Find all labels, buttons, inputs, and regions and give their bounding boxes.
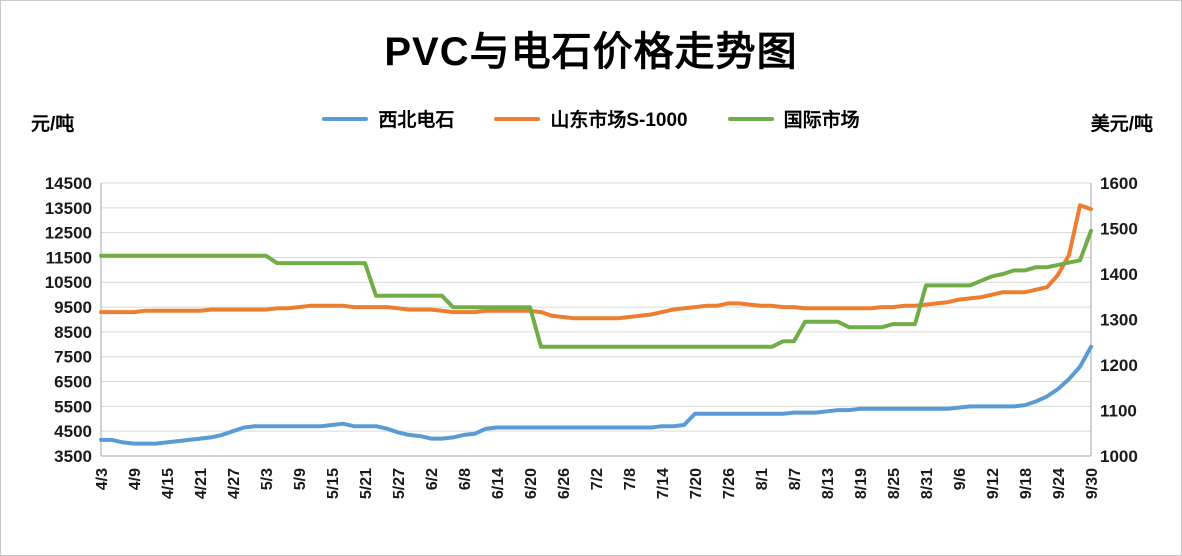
svg-text:4/9: 4/9 — [127, 468, 144, 490]
svg-text:1300: 1300 — [1100, 310, 1138, 329]
svg-text:4/3: 4/3 — [94, 468, 111, 490]
svg-text:5/15: 5/15 — [325, 468, 342, 499]
left-axis-unit-label: 元/吨 — [31, 114, 75, 135]
svg-text:6/8: 6/8 — [457, 468, 474, 490]
legend-label: 西北电石 — [378, 110, 455, 131]
legend-swatch-orange-line-icon — [494, 116, 541, 121]
svg-text:9500: 9500 — [54, 298, 92, 317]
svg-text:5/9: 5/9 — [292, 468, 309, 490]
series-line-1 — [99, 203, 1093, 321]
legend-swatch-blue-line-icon — [322, 116, 369, 121]
svg-text:9/6: 9/6 — [952, 468, 969, 490]
svg-text:7/20: 7/20 — [688, 468, 705, 499]
svg-text:10500: 10500 — [45, 273, 92, 292]
y-axis-right-labels: 1000 1100 1200 1300 1400 1500 1600 — [1100, 174, 1138, 466]
svg-text:1100: 1100 — [1100, 401, 1137, 420]
legend: 西北电石 山东市场S-1000 国际市场 — [1, 105, 1181, 132]
chart-title: PVC与电石价格走势图 — [384, 30, 798, 74]
svg-text:9/24: 9/24 — [1051, 468, 1068, 499]
svg-text:4500: 4500 — [54, 422, 92, 441]
svg-text:4/21: 4/21 — [193, 468, 210, 499]
svg-text:6500: 6500 — [54, 372, 92, 391]
axis-lines — [100, 183, 1092, 457]
svg-text:7/2: 7/2 — [589, 468, 606, 490]
legend-label: 国际市场 — [783, 110, 860, 131]
svg-text:4/27: 4/27 — [226, 468, 243, 499]
svg-text:6/26: 6/26 — [556, 468, 573, 499]
series-line-2 — [99, 228, 1093, 349]
legend-item-xibei[interactable]: 西北电石 — [322, 105, 454, 132]
svg-text:8/31: 8/31 — [919, 468, 936, 499]
svg-text:6/2: 6/2 — [424, 468, 441, 490]
svg-text:5/3: 5/3 — [259, 468, 276, 490]
svg-text:7/14: 7/14 — [655, 468, 672, 499]
svg-text:6/14: 6/14 — [490, 468, 507, 499]
price-trend-line-chart: 3500 4500 5500 6500 7500 8500 9500 10500 11500 12… — [45, 174, 1138, 499]
svg-text:7/26: 7/26 — [721, 468, 738, 499]
svg-text:1500: 1500 — [1100, 219, 1138, 238]
svg-text:1000: 1000 — [1100, 447, 1138, 466]
y-axis-left-labels: 3500 4500 5500 6500 7500 8500 9500 10500 11500 12… — [45, 174, 92, 466]
svg-text:12500: 12500 — [45, 224, 92, 243]
svg-text:7500: 7500 — [54, 348, 92, 367]
svg-text:9/30: 9/30 — [1084, 468, 1101, 499]
legend-label: 山东市场S-1000 — [550, 110, 688, 131]
svg-text:8/1: 8/1 — [754, 468, 771, 490]
legend-item-shandong[interactable]: 山东市场S-1000 — [494, 105, 688, 132]
svg-text:8/13: 8/13 — [820, 468, 837, 499]
svg-text:9/18: 9/18 — [1018, 468, 1035, 499]
svg-text:4/15: 4/15 — [160, 468, 177, 499]
right-axis-unit-label: 美元/吨 — [1090, 114, 1153, 135]
series-line-0 — [99, 344, 1093, 446]
svg-text:6/20: 6/20 — [523, 468, 540, 499]
svg-text:7/8: 7/8 — [622, 468, 639, 490]
svg-text:5500: 5500 — [54, 397, 92, 416]
svg-text:14500: 14500 — [45, 174, 92, 193]
svg-text:1600: 1600 — [1100, 174, 1138, 193]
svg-text:1400: 1400 — [1100, 265, 1138, 284]
svg-text:5/21: 5/21 — [358, 468, 375, 499]
svg-text:3500: 3500 — [54, 447, 92, 466]
svg-text:13500: 13500 — [45, 199, 92, 218]
legend-item-international[interactable]: 国际市场 — [727, 105, 860, 132]
svg-text:8/7: 8/7 — [787, 468, 804, 490]
svg-text:8/19: 8/19 — [853, 468, 870, 499]
svg-text:5/27: 5/27 — [391, 468, 408, 499]
svg-text:8500: 8500 — [54, 323, 92, 342]
legend-swatch-green-line-icon — [727, 116, 774, 121]
svg-text:8/25: 8/25 — [886, 468, 903, 499]
svg-text:9/12: 9/12 — [985, 468, 1002, 499]
x-axis-labels: 4/3 4/9 4/15 4/21 4/27 5/3 5/9 5/15 5/21 5/27 6/2 6… — [94, 468, 1101, 499]
svg-text:11500: 11500 — [46, 248, 92, 267]
svg-text:1200: 1200 — [1100, 356, 1138, 375]
